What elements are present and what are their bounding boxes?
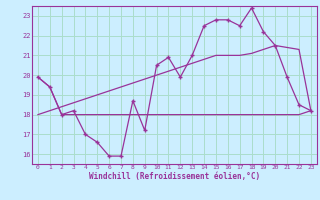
X-axis label: Windchill (Refroidissement éolien,°C): Windchill (Refroidissement éolien,°C) [89,172,260,181]
